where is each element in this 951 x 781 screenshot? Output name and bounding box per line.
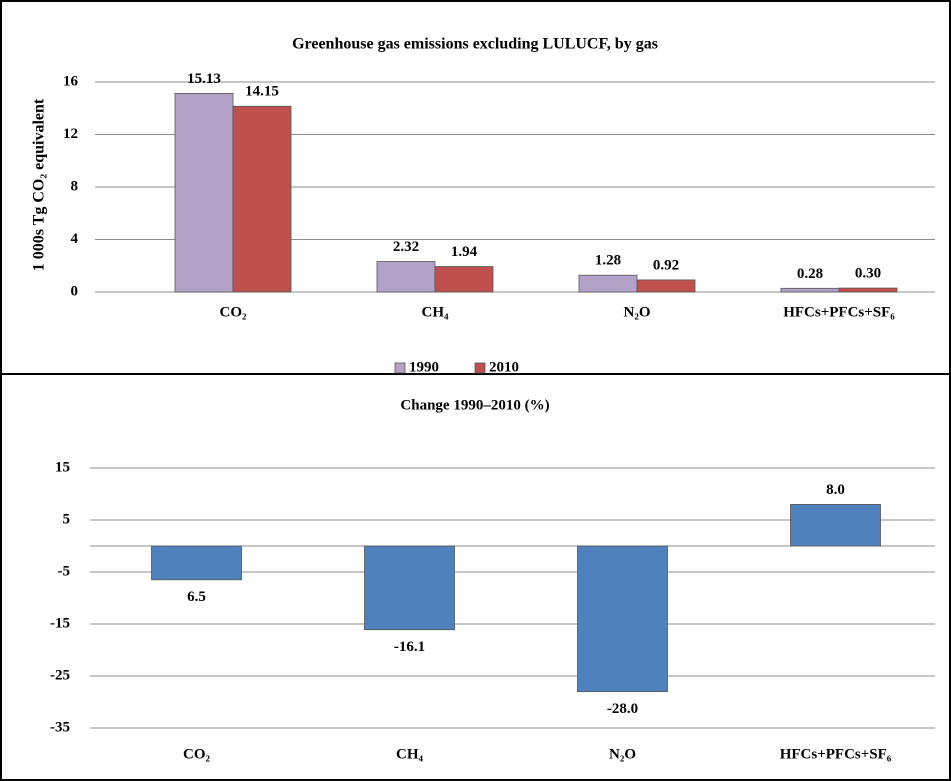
x-tick-label: N₂O (609, 746, 636, 762)
x-tick-label: HFCs+PFCs+SF₆ (780, 746, 892, 762)
bar (151, 545, 242, 581)
bar (174, 93, 234, 293)
chart-title: Change 1990–2010 (%) (400, 397, 549, 413)
y-tick-label: -25 (50, 667, 70, 683)
bar (577, 545, 668, 693)
value-label: 0.30 (855, 266, 881, 282)
y-tick-label: -15 (50, 615, 70, 631)
x-tick-label: CO₂ (220, 304, 248, 320)
legend-label: 1990 (409, 359, 439, 375)
chart-title: Greenhouse gas emissions excluding LULUC… (292, 36, 658, 53)
bar (790, 503, 881, 547)
y-tick-label: 0 (71, 283, 79, 299)
y-tick-label: 8 (71, 178, 79, 194)
value-label: 15.13 (187, 71, 221, 87)
value-label: -28.0 (607, 701, 638, 717)
y-tick-label: -35 (50, 719, 70, 735)
y-tick-label: 5 (63, 511, 71, 527)
y-tick-label: -5 (58, 563, 71, 579)
value-label: 0.92 (653, 257, 679, 273)
legend-swatch (394, 362, 406, 374)
bar (578, 274, 638, 293)
value-label: 2.32 (393, 239, 419, 255)
bar (780, 287, 840, 293)
value-label: 0.28 (797, 266, 823, 282)
x-tick-label: CH₄ (396, 746, 424, 762)
value-label: 1.94 (451, 244, 478, 260)
bar (364, 545, 455, 631)
y-tick-label: 15 (55, 459, 70, 475)
panel-border (0, 373, 951, 781)
x-tick-label: N₂O (624, 304, 651, 320)
x-tick-label: HFCs+PFCs+SF₆ (783, 304, 895, 320)
value-label: -16.1 (394, 639, 425, 655)
legend-label: 2010 (489, 359, 519, 375)
bar (376, 261, 436, 293)
legend-swatch (474, 362, 486, 374)
x-tick-label: CO₂ (183, 746, 211, 762)
x-tick-label: CH₄ (422, 304, 450, 320)
y-axis-label: 1 000s Tg CO₂ equivalent (31, 98, 48, 271)
y-tick-label: 4 (71, 231, 79, 247)
value-label: 6.5 (187, 589, 206, 605)
bar (434, 266, 494, 293)
bar (232, 105, 292, 293)
y-tick-label: 12 (63, 126, 78, 142)
value-label: 1.28 (595, 253, 621, 269)
bar (636, 279, 696, 293)
value-label: 8.0 (826, 482, 845, 498)
y-tick-label: 16 (63, 73, 79, 89)
value-label: 14.15 (245, 84, 279, 100)
bar (838, 287, 898, 293)
